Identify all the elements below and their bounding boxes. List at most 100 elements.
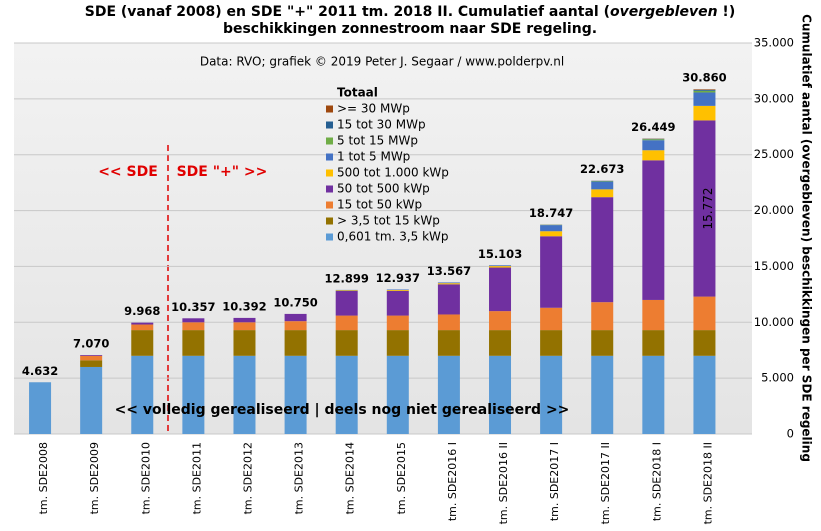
bar-segment xyxy=(489,266,512,268)
bar-segment xyxy=(284,313,307,322)
bar-segment xyxy=(489,311,512,331)
bar-segment xyxy=(540,330,563,356)
bar-segment xyxy=(437,314,460,331)
legend-swatch xyxy=(326,153,333,161)
legend-swatch xyxy=(326,185,333,193)
bar-segment xyxy=(693,330,716,356)
bar-segment xyxy=(540,355,563,434)
bar-segment xyxy=(335,315,358,331)
bar-segment xyxy=(642,150,665,161)
x-tick-label: tm. SDE2015 xyxy=(395,442,408,514)
bar-segment xyxy=(437,284,460,315)
bar-segment xyxy=(284,330,307,356)
legend-label: >= 30 MWp xyxy=(337,102,410,116)
bar-segment xyxy=(489,330,512,356)
bar-segment xyxy=(29,382,52,434)
legend-swatch xyxy=(326,137,333,145)
total-label: 10.392 xyxy=(222,299,266,313)
bar-segment xyxy=(642,139,665,141)
x-tick-label: tm. SDE2013 xyxy=(293,442,306,514)
legend-label: > 3,5 tot 15 kWp xyxy=(337,214,440,228)
bar-segment xyxy=(233,317,256,323)
x-tick-label: tm. SDE2009 xyxy=(88,442,101,514)
x-tick-label: tm. SDE2017 I xyxy=(548,442,561,521)
bar-segment xyxy=(642,140,665,151)
total-label: 26.449 xyxy=(631,120,675,134)
bar-segment xyxy=(335,291,358,316)
bar-segment xyxy=(335,290,358,292)
total-label: 18.747 xyxy=(529,206,573,220)
bar-segment xyxy=(182,355,205,434)
total-label: 12.937 xyxy=(376,271,420,285)
bar-segment xyxy=(591,302,614,331)
bar-segment xyxy=(437,283,460,285)
bar-segment xyxy=(540,236,563,308)
bar-segment xyxy=(182,322,205,331)
bar-segment xyxy=(80,355,103,356)
total-label: 4.632 xyxy=(22,364,58,378)
legend-swatch xyxy=(326,169,333,177)
bar-segment xyxy=(642,330,665,356)
y-tick-label: 0 xyxy=(787,427,794,441)
legend-label: 1 tot 5 MWp xyxy=(337,150,410,164)
legend-swatch xyxy=(326,105,333,113)
annotation: SDE "+" >> xyxy=(177,164,268,180)
bar-segment xyxy=(386,315,409,331)
x-tick-label: tm. SDE2016 I xyxy=(446,442,459,521)
bar-segment xyxy=(693,89,716,90)
total-label: 30.860 xyxy=(682,71,726,85)
total-label: 10.357 xyxy=(171,300,215,314)
annotation: << SDE xyxy=(98,164,158,180)
chart-subtitle: beschikkingen zonnestroom naar SDE regel… xyxy=(223,21,597,37)
y-tick-label: 30.000 xyxy=(754,91,794,105)
total-label: 9.968 xyxy=(124,304,160,318)
legend-label: 50 tot 500 kWp xyxy=(337,182,430,196)
bar-segment xyxy=(335,330,358,356)
x-tick-label: tm. SDE2017 II xyxy=(599,442,612,524)
bar-segment xyxy=(182,330,205,356)
total-label: 10.750 xyxy=(273,295,317,309)
legend-label: 5 tot 15 MWp xyxy=(337,134,418,148)
bar-segment xyxy=(693,105,716,121)
legend-swatch xyxy=(326,217,333,225)
bar-segment xyxy=(131,322,154,325)
bar-segment xyxy=(693,89,716,91)
y-tick-label: 5.000 xyxy=(761,371,794,385)
bar-segment xyxy=(335,355,358,434)
bar-segment xyxy=(591,330,614,356)
bar-segment xyxy=(131,324,154,331)
legend-swatch xyxy=(326,201,333,209)
x-tick-label: tm. SDE2010 xyxy=(139,442,152,514)
bar-segment xyxy=(284,355,307,434)
bar-segment xyxy=(540,225,563,232)
legend-label: 500 tot 1.000 kWp xyxy=(337,166,449,180)
bar-segment xyxy=(540,307,563,331)
bar-segment xyxy=(437,282,460,284)
bar-segment xyxy=(591,181,614,190)
x-tick-label: tm. SDE2018 II xyxy=(701,442,714,524)
bar-segment xyxy=(233,355,256,434)
legend-swatch xyxy=(326,233,333,241)
bar-segment xyxy=(80,355,103,361)
bar-segment xyxy=(386,330,409,356)
bar-segment xyxy=(591,189,614,198)
x-tick-label: tm. SDE2016 II xyxy=(497,442,510,524)
total-label: 12.899 xyxy=(325,271,369,285)
y-tick-label: 25.000 xyxy=(754,147,794,161)
bar-segment xyxy=(642,299,665,331)
bar-segment xyxy=(182,318,205,323)
bar-segment xyxy=(386,289,409,291)
bar-segment xyxy=(591,181,614,182)
bar-segment xyxy=(540,231,563,237)
y-tick-label: 20.000 xyxy=(754,203,794,217)
legend-title: Totaal xyxy=(337,86,378,100)
total-label: 13.567 xyxy=(427,264,471,278)
x-tick-label: tm. SDE2018 I xyxy=(650,442,663,521)
total-label: 22.673 xyxy=(580,162,624,176)
bar-segment xyxy=(131,355,154,434)
annotation: << volledig gerealiseerd | deels nog nie… xyxy=(115,402,570,418)
bar-segment xyxy=(437,355,460,434)
bar-segment xyxy=(591,355,614,434)
y-tick-label: 35.000 xyxy=(754,36,794,50)
chart-title: SDE (vanaf 2008) en SDE "+" 2011 tm. 201… xyxy=(85,4,735,20)
